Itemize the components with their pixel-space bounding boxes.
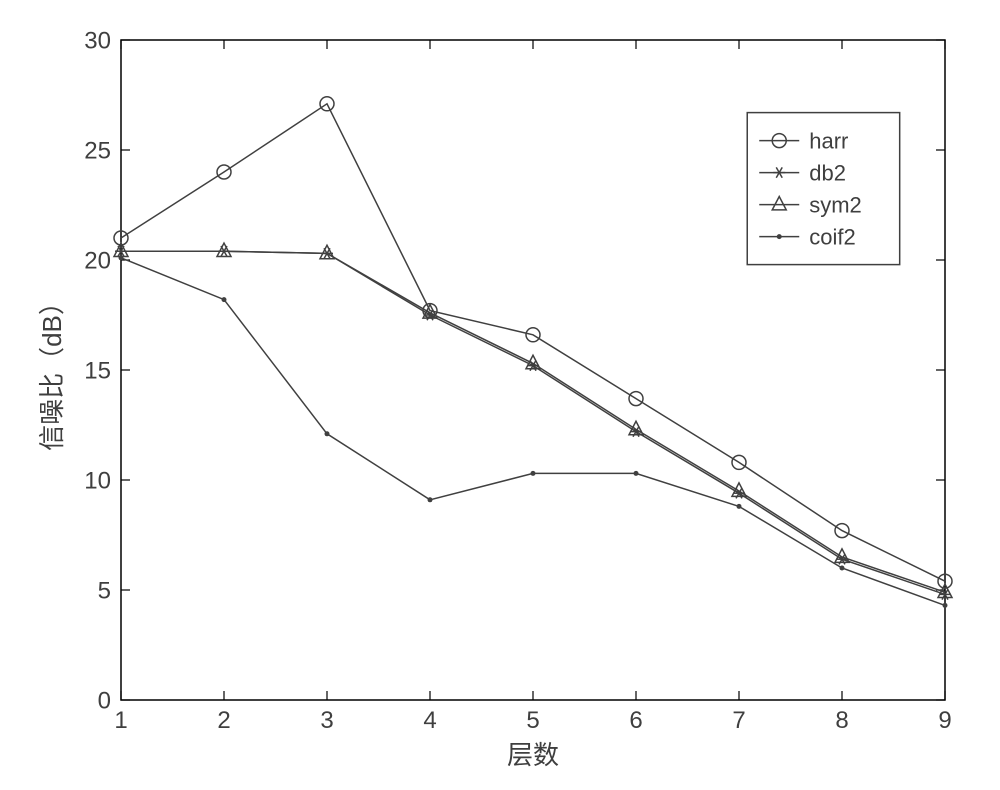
svg-text:sym2: sym2 [809,192,862,217]
svg-text:5: 5 [98,577,111,604]
svg-text:3: 3 [320,707,333,734]
svg-text:0: 0 [98,687,111,714]
svg-text:10: 10 [84,467,111,494]
svg-text:harr: harr [809,128,848,153]
svg-text:7: 7 [732,707,745,734]
svg-text:25: 25 [84,137,111,164]
svg-text:信噪比（dB）: 信噪比（dB） [37,289,67,451]
svg-text:coif2: coif2 [809,224,855,249]
legend: harr db2 sym2 coif2 [747,113,899,265]
svg-text:4: 4 [423,707,436,734]
svg-text:1: 1 [114,707,127,734]
svg-text:30: 30 [84,27,111,54]
line-chart: 1 2 3 4 5 6 7 8 9 0 5 10 15 20 25 30 层数 信噪比（dB） harr db2 sym… [0,0,1000,790]
svg-text:9: 9 [938,707,951,734]
svg-text:15: 15 [84,357,111,384]
svg-text:2: 2 [217,707,230,734]
svg-text:8: 8 [835,707,848,734]
svg-text:db2: db2 [809,160,846,185]
svg-text:20: 20 [84,247,111,274]
svg-text:6: 6 [629,707,642,734]
svg-text:层数: 层数 [507,740,559,770]
chart-container: 1 2 3 4 5 6 7 8 9 0 5 10 15 20 25 30 层数 信噪比（dB） harr db2 sym… [0,0,1000,790]
svg-text:5: 5 [526,707,539,734]
